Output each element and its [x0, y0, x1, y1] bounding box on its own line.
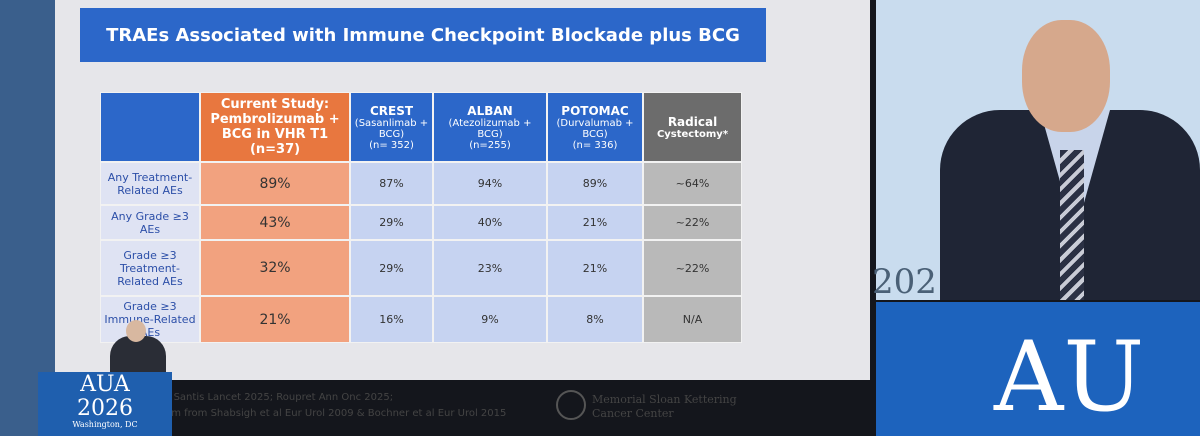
podium: AUA 2026 Washington, DC [38, 372, 172, 436]
data-cell: 43% [200, 205, 350, 240]
data-cell: 21% [547, 205, 643, 240]
cell-text: Current Study: [220, 97, 330, 112]
column-header: POTOMAC (Durvalumab + BCG) (n= 336) [547, 92, 643, 162]
data-cell: 9% [433, 296, 547, 343]
cell-text: ~64% [675, 177, 710, 190]
data-cell: 32% [200, 240, 350, 296]
column-header: CREST (Sasanlimab + BCG) (n= 352) [350, 92, 433, 162]
lectern: AU [876, 302, 1200, 436]
footnote: ystem from Shabsigh et al Eur Urol 2009 … [150, 408, 507, 419]
data-cell: 16% [350, 296, 433, 343]
cell-text: ~22% [675, 216, 710, 229]
data-cell: 40% [433, 205, 547, 240]
cell-text: 9% [481, 313, 499, 326]
footnotes: ; De Santis Lancet 2025; Roupret Ann Onc… [150, 390, 506, 422]
cell-text: 29% [379, 261, 404, 275]
cell-text: 8% [586, 313, 604, 326]
cell-text: (n= 352) [369, 139, 414, 151]
data-cell: N/A [643, 296, 742, 343]
slide-title: TRAEs Associated with Immune Checkpoint … [80, 8, 766, 62]
cell-text: Cystectomy* [656, 128, 729, 140]
data-cell: 94% [433, 162, 547, 205]
lectern-text: AU [994, 321, 1145, 433]
data-cell: 8% [547, 296, 643, 343]
podium-place: Washington, DC [72, 420, 138, 429]
logo: Memorial Sloan Kettering Cancer Center [592, 393, 737, 421]
column-header: ALBAN (Atezolizumab + BCG) (n=255) [433, 92, 547, 162]
row-label: Grade ≥3 Treatment-Related AEs [100, 240, 200, 296]
cell-text: BCG) [477, 128, 503, 140]
data-cell: 89% [200, 162, 350, 205]
speaker-tie [1060, 150, 1084, 300]
cell-text: CREST [369, 103, 414, 118]
cell-text: 32% [259, 260, 291, 276]
data-cell: 23% [433, 240, 547, 296]
logo-text: Cancer Center [592, 407, 674, 420]
cell-text: 89% [582, 177, 608, 190]
cell-text: 21% [582, 261, 608, 275]
cell-text: 40% [477, 216, 503, 229]
row-label: Any Treatment-Related AEs [100, 162, 200, 205]
data-cell: 29% [350, 240, 433, 296]
cell-text: POTOMAC [561, 103, 629, 118]
data-cell: 89% [547, 162, 643, 205]
cell-text: (n=255) [469, 139, 511, 151]
cell-text: 29% [379, 216, 404, 229]
data-cell: 87% [350, 162, 433, 205]
data-cell: 21% [200, 296, 350, 343]
backdrop [0, 0, 60, 436]
column-header: Current Study: Pembrolizumab + BCG in VHR … [200, 92, 350, 162]
screen-year: 202 [872, 262, 937, 302]
cell-text: 89% [259, 175, 291, 192]
cell-text: Pembrolizumab + [210, 112, 340, 127]
corner-cell [100, 92, 200, 162]
footnote: ; De Santis Lancet 2025; Roupret Ann Onc… [150, 392, 394, 403]
cell-text: Grade ≥3 Treatment-Related AEs [117, 248, 183, 288]
cell-text: ALBAN [467, 103, 513, 118]
speaker-head [1022, 20, 1110, 132]
podium-year: 2026 [77, 396, 133, 421]
cell-text: 23% [477, 261, 503, 275]
cell-text: 43% [259, 214, 291, 231]
column-header: Radical Cystectomy* [643, 92, 742, 162]
cell-text: Any Treatment-Related AEs [107, 170, 193, 197]
data-cell: ~22% [643, 240, 742, 296]
cell-text: Grade ≥3 Immune-Related AEs [104, 300, 196, 339]
data-cell: 29% [350, 205, 433, 240]
cell-text: ~22% [675, 261, 710, 275]
cell-text: 87% [379, 177, 404, 190]
cell-text: (Durvalumab + [556, 117, 634, 129]
speaker-small [110, 336, 166, 376]
logo-text: Memorial Sloan Kettering [592, 393, 737, 406]
speaker-head [126, 320, 146, 342]
cell-text: (Sasanlimab + [354, 117, 429, 129]
row-label: Any Grade ≥3 AEs [100, 205, 200, 240]
cell-text: BCG in VHR T1 (n=37) [221, 127, 329, 157]
cell-text: (n= 336) [572, 139, 618, 151]
data-cell: 21% [547, 240, 643, 296]
cell-text: 21% [259, 311, 291, 328]
cell-text: Radical [667, 114, 718, 129]
podium-name: AUA [80, 372, 130, 397]
data-cell: ~64% [643, 162, 742, 205]
logo-mark [556, 390, 586, 420]
cell-text: BCG) [582, 128, 608, 140]
cell-text: 16% [379, 313, 404, 326]
cell-text: N/A [682, 313, 703, 326]
cell-text: Any Grade ≥3 AEs [111, 209, 189, 236]
cell-text: (Atezolizumab + [448, 117, 532, 129]
data-cell: ~22% [643, 205, 742, 240]
cell-text: BCG) [378, 128, 405, 140]
cell-text: 94% [477, 177, 503, 190]
cell-text: 21% [582, 216, 608, 229]
